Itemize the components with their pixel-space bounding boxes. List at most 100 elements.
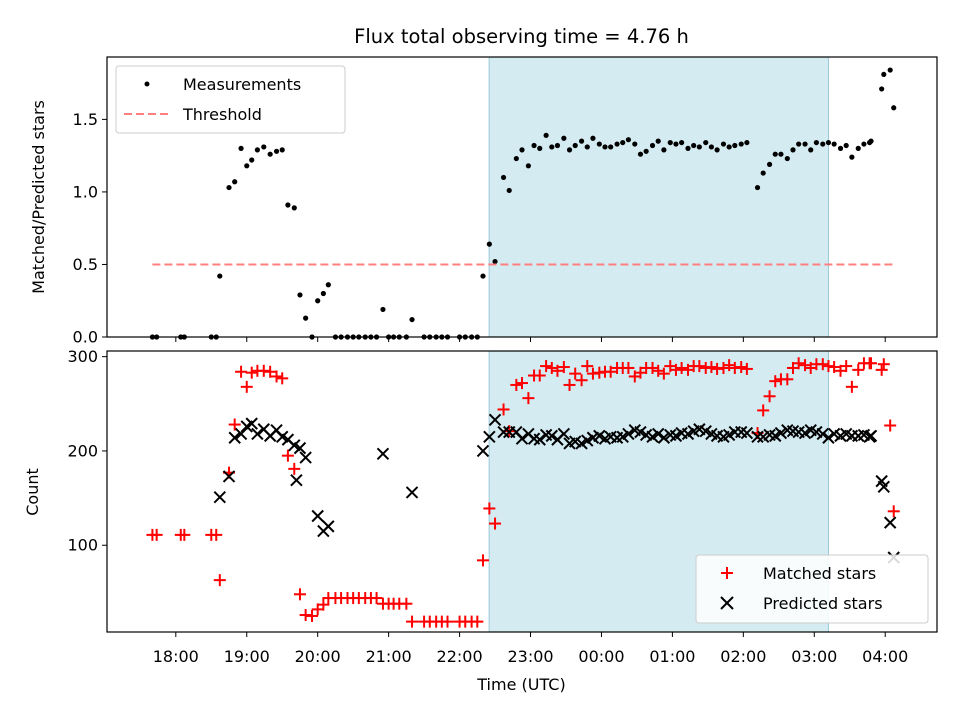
measurements-point	[620, 139, 626, 146]
x-tick-label: 00:00	[578, 647, 624, 666]
x-tick-label: 23:00	[507, 647, 553, 666]
matched-stars-point	[840, 360, 853, 373]
predicted-stars-point	[774, 426, 788, 440]
matched-stars-point	[657, 367, 670, 380]
measurements-point	[831, 141, 837, 147]
measurements-point	[802, 141, 808, 147]
predicted-stars-point	[222, 470, 236, 483]
predicted-stars-point	[311, 509, 324, 523]
predicted-stars-point	[816, 427, 829, 441]
measurements-point	[614, 141, 620, 147]
measurements-point	[796, 141, 802, 147]
measurements-point	[868, 138, 874, 144]
measurements-point	[625, 137, 632, 143]
legend-marker-matched	[721, 567, 733, 579]
measurements-point	[632, 141, 638, 147]
legend-marker-predicted	[720, 596, 734, 610]
measurements-point	[608, 144, 614, 150]
measurements-point	[837, 145, 844, 151]
measurements-point	[703, 139, 709, 146]
predicted-stars-point	[483, 430, 496, 444]
top-y-tick-label: 1.0	[73, 182, 98, 201]
measurements-point	[525, 163, 531, 169]
measurements-point	[784, 155, 790, 162]
bottom-y-tick-label: 200	[67, 441, 98, 460]
matched-stars-point	[545, 361, 558, 374]
matched-stars-point	[533, 369, 546, 382]
matched-stars-point	[228, 418, 241, 431]
predicted-stars-point	[657, 431, 671, 444]
matched-stars-point	[400, 597, 413, 610]
predicted-stars-point	[245, 417, 258, 430]
measurements-point	[754, 184, 761, 191]
measurements-point	[217, 273, 223, 279]
measurements-point	[673, 141, 679, 147]
measurements-point	[738, 141, 744, 147]
measurements-point	[572, 142, 578, 149]
matched-stars-point	[669, 363, 682, 376]
top-legend-frame	[115, 65, 346, 134]
measurements-point	[238, 145, 244, 151]
matched-stars-point	[441, 615, 454, 628]
bottom-x-ticks: 18:00 19:00 20:00 21:00 22:00 23:00 00:00 01:00…	[153, 632, 908, 666]
matched-stars-point	[489, 517, 502, 530]
predicted-stars-point	[290, 473, 303, 487]
measurements-point	[861, 141, 867, 147]
predicted-stars-point	[497, 425, 510, 439]
measurements-point	[506, 187, 512, 194]
predicted-stars-point	[322, 520, 335, 533]
predicted-stars-point	[228, 431, 241, 444]
measurements-point	[637, 151, 644, 157]
matched-stars-point	[652, 364, 665, 377]
measurements-point	[720, 141, 727, 147]
matched-stars-point	[675, 361, 688, 374]
bottom-y-tick-label: 300	[67, 347, 98, 366]
predicted-stars-point	[533, 433, 546, 446]
x-tick-label: 22:00	[437, 647, 483, 666]
top-legend: Measurements Threshold	[115, 65, 346, 134]
x-tick-label: 18:00	[153, 647, 199, 666]
measurements-point	[766, 161, 773, 167]
measurements-point	[679, 139, 685, 146]
measurements-point	[537, 145, 543, 151]
top-y-tick-label: 1.5	[73, 110, 98, 129]
predicted-stars-point	[864, 429, 878, 443]
measurements-point	[732, 142, 738, 149]
predicted-stars-point	[251, 427, 264, 441]
matched-stars-point	[522, 392, 535, 405]
measurements-point	[303, 315, 309, 321]
legend-label-predicted: Predicted stars	[763, 594, 883, 613]
matched-stars-point	[213, 574, 226, 587]
matched-stars-point	[497, 403, 510, 416]
predicted-stars-point	[651, 427, 665, 441]
measurements-point	[273, 148, 280, 154]
measurements-point	[492, 258, 498, 265]
measurements-point	[849, 154, 855, 160]
bottom-panel: 100 200 300 18:00 19:00 20:00 21:00 22:00 23:00…	[23, 347, 938, 694]
measurements-point	[820, 141, 826, 147]
matched-stars-point	[757, 404, 770, 417]
top-axes-frame	[106, 56, 938, 338]
top-y-ticks: 0.0 0.5 1.0 1.5	[73, 110, 107, 347]
measurements-point	[584, 144, 590, 150]
measurements-point	[685, 145, 691, 151]
matched-stars-point	[510, 378, 523, 391]
predicted-stars-point	[740, 426, 754, 440]
bottom-y-ticks: 100 200 300	[67, 347, 107, 555]
matched-stars-point	[551, 364, 564, 377]
measurements-point	[226, 184, 232, 191]
measurements-point	[232, 179, 238, 185]
measurements-point	[649, 142, 656, 149]
measurements-point	[879, 86, 885, 92]
measurements-point	[891, 105, 897, 111]
measurements-point	[760, 170, 766, 176]
bottom-axes-frame	[106, 350, 938, 633]
matched-stars-point	[370, 592, 383, 605]
bottom-data-marks	[146, 357, 900, 628]
x-axis-label: Time (UTC)	[476, 675, 565, 694]
matched-stars-point	[705, 361, 718, 374]
x-tick-label: 03:00	[791, 647, 837, 666]
predicted-stars-point	[822, 431, 835, 444]
measurements-point	[643, 148, 649, 154]
matched-stars-point	[852, 363, 865, 376]
